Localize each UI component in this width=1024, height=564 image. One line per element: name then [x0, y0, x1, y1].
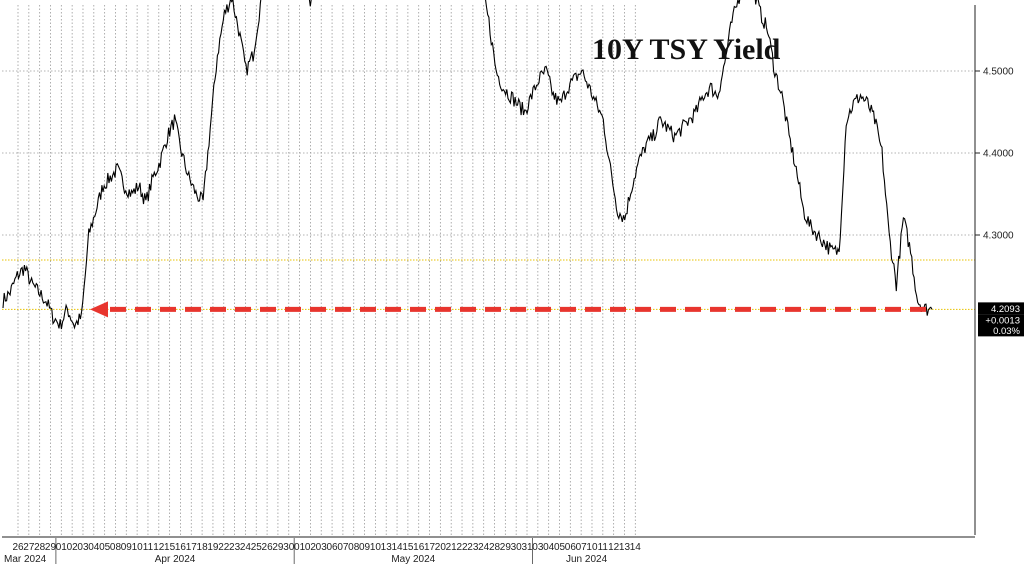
x-tick-label: 01 [294, 542, 306, 553]
last-value-label: 4.2093 [991, 304, 1020, 315]
x-tick-label: 16 [175, 542, 187, 553]
x-tick-label: 26 [12, 542, 24, 553]
grid-layer [2, 5, 975, 535]
x-tick-label: 01 [56, 542, 68, 553]
x-tick-label: 03 [77, 542, 89, 553]
y-tick-label: 4.3000 [983, 231, 1014, 242]
x-tick-label: 17 [186, 542, 198, 553]
x-tick-label: 20 [435, 542, 447, 553]
y-tick-label: 4.5000 [983, 67, 1014, 78]
x-tick-label: 17 [424, 542, 436, 553]
x-tick-label: 22 [456, 542, 468, 553]
x-tick-label: 11 [143, 542, 154, 553]
x-tick-label: 08 [110, 542, 122, 553]
x-month-label: Mar 2024 [4, 554, 47, 564]
y-tick-label: 4.4000 [983, 149, 1014, 160]
x-tick-label: 06 [565, 542, 577, 553]
x-tick-label: 23 [467, 542, 479, 553]
x-tick-label: 28 [34, 542, 46, 553]
x-month-label: Jun 2024 [566, 554, 608, 564]
x-tick-label: 24 [478, 542, 490, 553]
change-pct-label: 0.03% [993, 326, 1020, 337]
x-tick-label: 07 [576, 542, 588, 553]
x-tick-label: 16 [413, 542, 425, 553]
change-label: +0.0013 [985, 315, 1020, 326]
x-tick-label: 28 [489, 542, 501, 553]
x-month-label: May 2024 [391, 554, 435, 564]
x-tick-label: 29 [272, 542, 284, 553]
x-tick-label: 22 [218, 542, 230, 553]
x-tick-label: 26 [262, 542, 274, 553]
x-tick-label: 15 [164, 542, 176, 553]
x-tick-label: 24 [240, 542, 252, 553]
x-tick-label: 09 [359, 542, 371, 553]
x-tick-label: 21 [446, 542, 458, 553]
x-tick-label: 25 [251, 542, 263, 553]
x-tick-label: 14 [391, 542, 403, 553]
x-tick-label: 05 [554, 542, 566, 553]
x-tick-label: 29 [45, 542, 57, 553]
x-tick-label: 13 [619, 542, 631, 553]
chart-title: 10Y TSY Yield [592, 33, 781, 66]
x-tick-label: 14 [630, 542, 642, 553]
x-axis: 26 27 28 29 01 02 03 04 05 08 09 10 11 12 15 16 17 18 19 22… [2, 536, 975, 564]
x-tick-label: 31 [521, 542, 533, 553]
x-tick-label: 10 [132, 542, 144, 553]
arrow-annotation [90, 301, 926, 318]
x-tick-label: 12 [608, 542, 620, 553]
x-tick-label: 10 [586, 542, 598, 553]
x-tick-label: 09 [121, 542, 133, 553]
x-tick-label: 06 [327, 542, 339, 553]
x-tick-label: 02 [67, 542, 79, 553]
x-tick-label: 08 [348, 542, 360, 553]
x-tick-label: 13 [381, 542, 393, 553]
reference-lines [2, 259, 975, 310]
x-tick-label: 30 [283, 542, 295, 553]
x-tick-label: 11 [598, 542, 609, 553]
x-tick-label: 02 [305, 542, 317, 553]
x-tick-label: 12 [153, 542, 165, 553]
x-tick-label: 07 [337, 542, 349, 553]
arrow-head [90, 301, 108, 318]
x-tick-label: 19 [207, 542, 219, 553]
x-tick-label: 04 [88, 542, 100, 553]
x-tick-label: 30 [511, 542, 523, 553]
x-tick-label: 03 [316, 542, 328, 553]
x-tick-label: 15 [402, 542, 414, 553]
x-month-label: Apr 2024 [155, 554, 196, 564]
x-tick-label: 29 [500, 542, 512, 553]
x-tick-label: 05 [99, 542, 111, 553]
x-tick-label: 04 [543, 542, 555, 553]
series-line-yield [2, 0, 933, 330]
x-tick-label: 10 [370, 542, 382, 553]
x-tick-label: 23 [229, 542, 241, 553]
x-tick-label: 18 [197, 542, 209, 553]
x-tick-label: 27 [23, 542, 35, 553]
x-tick-label: 03 [532, 542, 544, 553]
change-bg [978, 314, 1024, 337]
last-value-bg [978, 302, 1024, 315]
